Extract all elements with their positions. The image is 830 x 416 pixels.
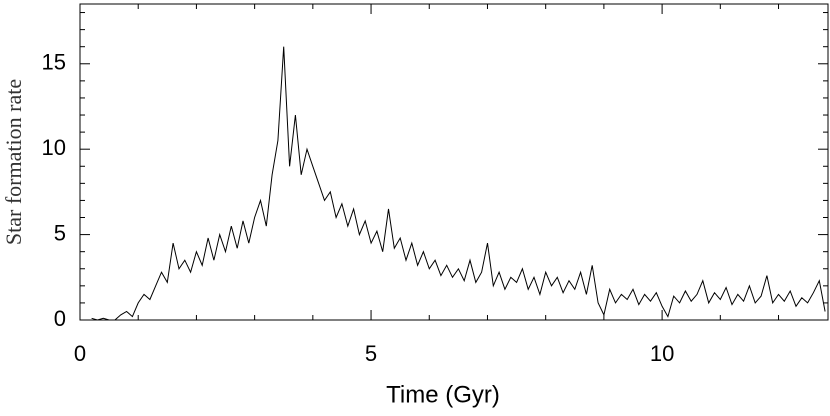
y-tick-label: 0: [54, 306, 66, 331]
x-tick-label: 0: [74, 341, 86, 366]
y-tick-label: 5: [54, 220, 66, 245]
plot-frame: [79, 3, 829, 321]
sfr-line: [91, 46, 826, 321]
x-axis-label: Time (Gyr): [386, 381, 500, 408]
y-tick-label: 10: [42, 135, 66, 160]
x-tick-label: 10: [650, 341, 674, 366]
y-tick-label: 15: [42, 50, 66, 75]
y-axis-label: Star formation rate: [1, 79, 26, 245]
x-tick-label: 5: [365, 341, 377, 366]
